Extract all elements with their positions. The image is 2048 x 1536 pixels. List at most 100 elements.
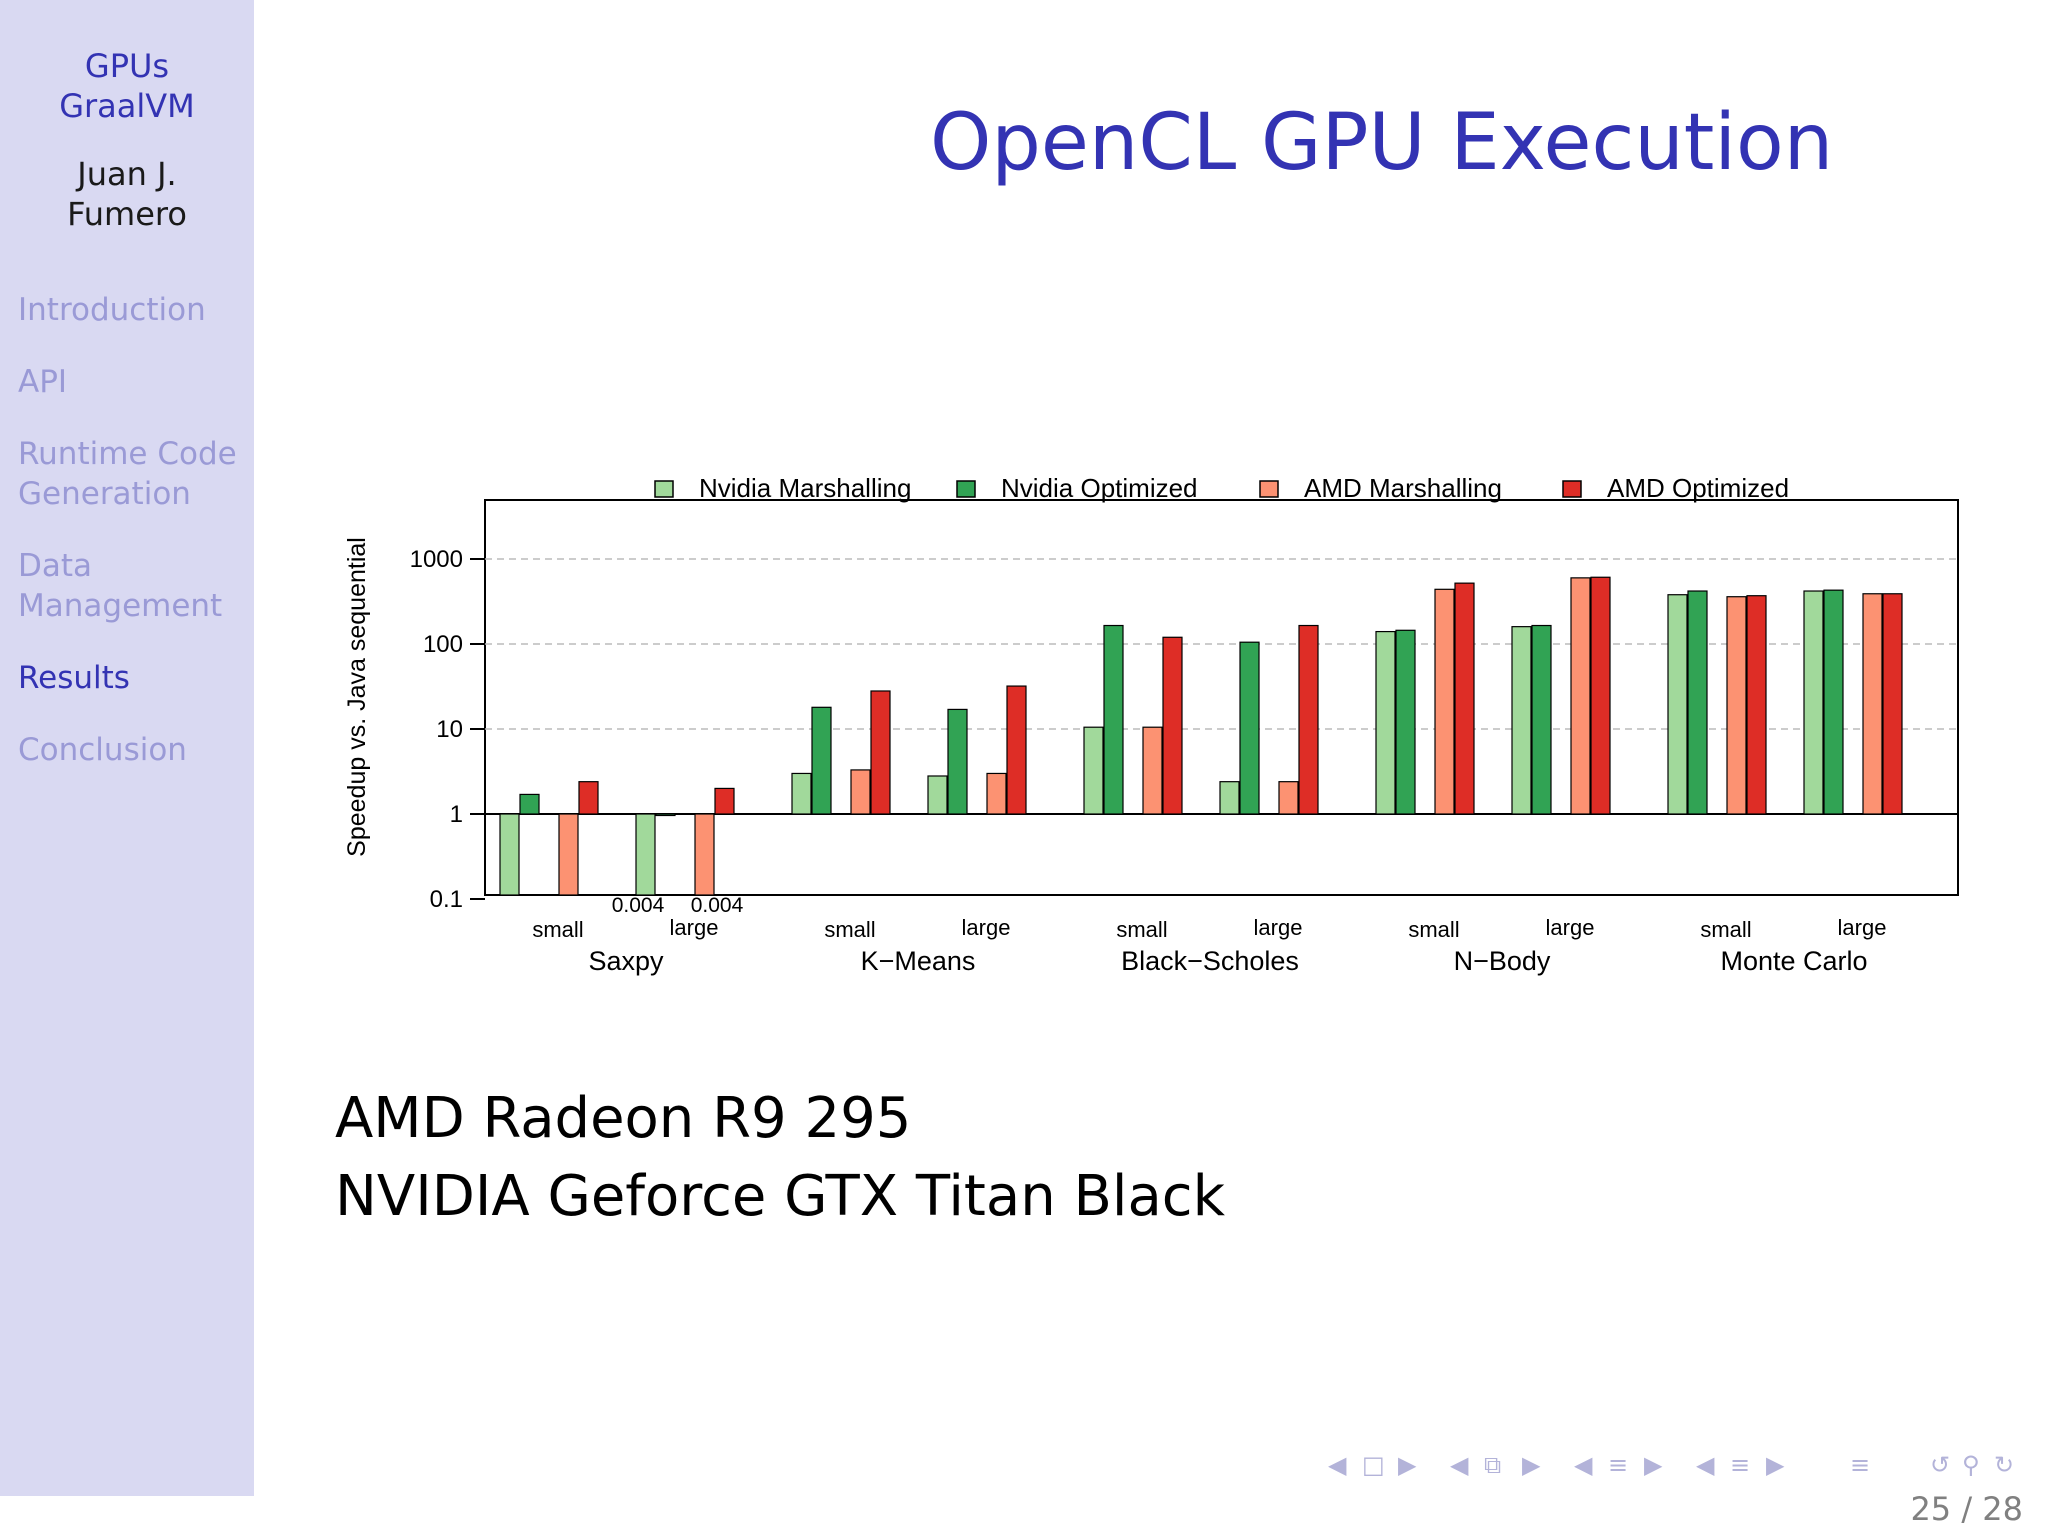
device-nvidia: NVIDIA Geforce GTX Titan Black [335,1164,1226,1229]
bar [811,706,832,815]
bar [850,769,871,815]
title-line-1: GPUs [84,47,170,85]
group-label: N−Body [1454,946,1551,976]
bar [947,708,968,815]
slide-frame-icon[interactable]: □ [1362,1451,1385,1479]
bar [1219,781,1240,815]
prev-section-icon[interactable]: ◀ [1574,1451,1593,1479]
size-label: small [824,917,875,942]
document-icon[interactable]: ≡ [1730,1451,1751,1479]
presentation-title[interactable]: GPUs GraalVM [0,46,254,126]
legend-label: Nvidia Optimized [1001,473,1198,503]
legend-swatch [654,480,674,498]
y-axis-label: Speedup vs. Java sequential [343,537,371,857]
next-subsection-icon[interactable]: ▶ [1522,1451,1541,1479]
size-label: large [1254,915,1303,940]
slide-title: OpenCL GPU Execution [930,98,1834,188]
size-label: large [670,915,719,940]
group-label: Monte Carlo [1720,946,1867,976]
bar [870,690,891,815]
undo-icon[interactable]: ↺ [1930,1451,1951,1479]
bar [1531,624,1552,815]
search-icon[interactable]: ⚲ [1962,1451,1980,1479]
bar [1862,593,1883,815]
nav-item-introduction[interactable]: Introduction [18,292,206,328]
bar [1882,593,1903,815]
bar [986,772,1007,815]
legend-swatch [1562,480,1582,498]
legend-swatch [1259,480,1279,498]
next-document-icon[interactable]: ▶ [1766,1451,1785,1479]
group-label: Saxpy [588,946,664,976]
group-label: K−Means [861,946,976,976]
device-list: AMD Radeon R9 295 NVIDIA Geforce GTX Tit… [335,1080,1225,1236]
bar [1570,577,1591,815]
bar [1162,636,1183,815]
bar [791,772,812,815]
prev-document-icon[interactable]: ◀ [1696,1451,1715,1479]
bar [635,813,656,896]
bar [1395,629,1416,815]
device-amd: AMD Radeon R9 295 [335,1086,912,1151]
nav-item-results[interactable]: Results [18,660,130,696]
size-label: large [1838,915,1887,940]
y-tick-label: 10 [436,716,463,743]
bar [1803,590,1824,815]
size-label: small [1116,917,1167,942]
size-label: small [1408,917,1459,942]
bar [499,813,520,896]
bar [1239,641,1260,815]
bar [714,787,735,815]
size-label: small [1700,917,1751,942]
legend-label: Nvidia Marshalling [699,473,911,503]
legend-label: AMD Optimized [1607,473,1789,503]
next-section-icon[interactable]: ▶ [1644,1451,1663,1479]
size-label: large [962,915,1011,940]
bar [1590,576,1611,815]
bar [1746,595,1767,815]
sidebar: GPUs GraalVM Juan J. Fumero Introduction… [0,0,254,1496]
next-slide-icon[interactable]: ▶ [1398,1451,1417,1479]
nav-item-conclusion[interactable]: Conclusion [18,732,187,768]
bar [1687,590,1708,815]
nav-item-data-management[interactable]: Data Management [18,548,223,624]
bar [558,813,579,896]
bar [1434,588,1455,815]
section-icon[interactable]: ≡ [1608,1451,1629,1479]
y-tick-label: 0.1 [430,886,463,913]
bar [1375,630,1396,815]
legend-label: AMD Marshalling [1304,473,1502,503]
author-line-2: Fumero [67,195,187,233]
nav-item-runtime-code-generation[interactable]: Runtime Code Generation [18,436,237,512]
bar [927,775,948,815]
bar [655,813,676,817]
appendix-icon[interactable]: ≡ [1850,1451,1871,1479]
prev-slide-icon[interactable]: ◀ [1328,1451,1347,1479]
bar [1511,626,1532,815]
bar [1823,589,1844,815]
bar [1726,596,1747,815]
bar [578,781,599,815]
prev-subsection-icon[interactable]: ◀ [1450,1451,1469,1479]
bar [694,813,715,896]
bar [1103,624,1124,815]
author-line-1: Juan J. [77,155,177,193]
y-tick-label: 1 [450,801,463,828]
bar [1454,582,1475,815]
legend-swatch [956,480,976,498]
group-label: Black−Scholes [1121,946,1299,976]
bar [1006,685,1027,815]
beamer-navigation: ◀ □ ▶ ◀ ⧉ ▶ ◀ ≡ ▶ ◀ ≡ ▶ ≡ ↺ ⚲ ↻ [1310,1445,2040,1485]
data-label: 0.004 [691,894,744,917]
nav-item-api[interactable]: API [18,364,68,400]
page-number: 25 / 28 [1910,1490,2023,1528]
y-tick-label: 1000 [410,546,463,573]
data-label: 0.004 [612,894,665,917]
bar [1142,726,1163,815]
plot-frame [484,499,1959,896]
subsection-icon[interactable]: ⧉ [1484,1451,1502,1479]
redo-icon[interactable]: ↻ [1994,1451,2015,1479]
bar [519,793,540,815]
presentation-author: Juan J. Fumero [0,154,254,234]
title-line-2: GraalVM [59,87,195,125]
